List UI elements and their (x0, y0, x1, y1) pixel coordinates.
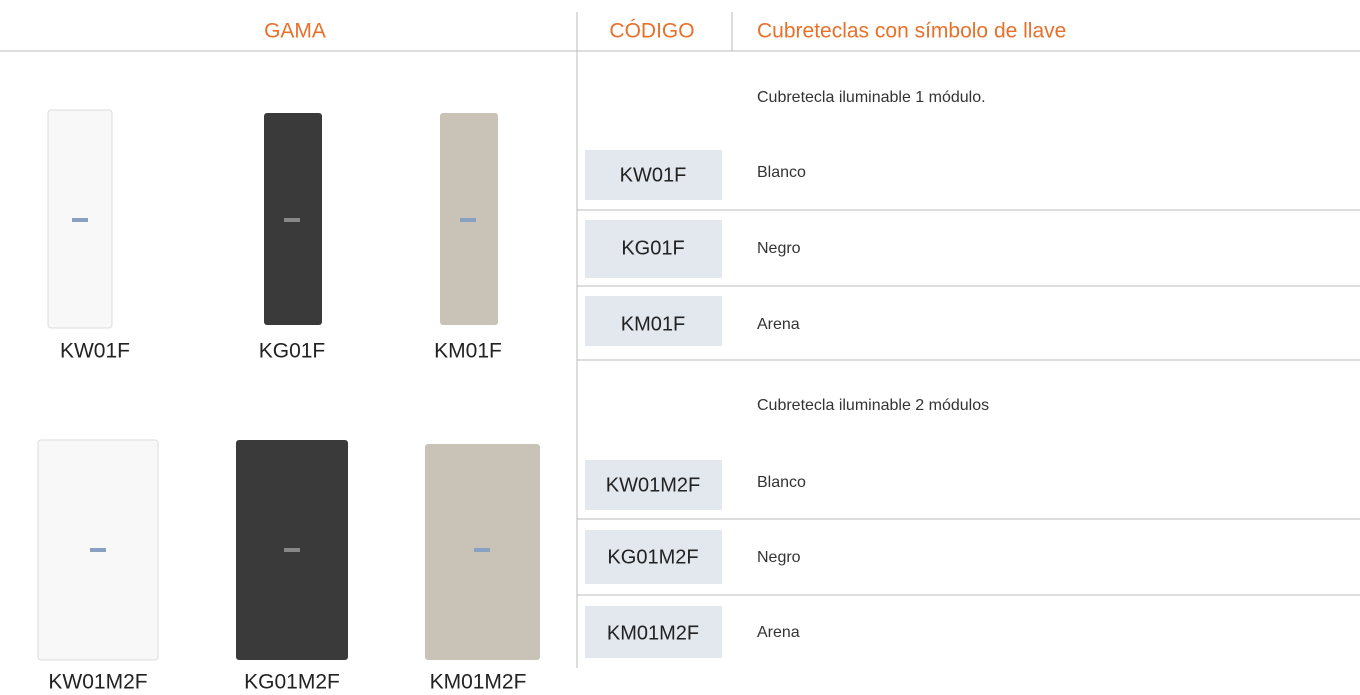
gama-header: GAMA (264, 20, 326, 43)
product-label: KM01M2F (430, 671, 527, 694)
color-name: Negro (757, 240, 801, 257)
color-name: Negro (757, 549, 801, 566)
product-label: KG01F (259, 340, 326, 363)
code: KW01F (620, 164, 687, 186)
code: KW01M2F (606, 474, 700, 496)
color-name: Blanco (757, 164, 806, 181)
code: KG01M2F (607, 546, 698, 568)
group-title: Cubretecla iluminable 2 módulos (757, 397, 989, 414)
code-box (585, 530, 722, 584)
product-label: KW01M2F (48, 671, 147, 694)
code: KM01M2F (607, 622, 699, 644)
product-label: KG01M2F (244, 671, 340, 694)
code-box (585, 460, 722, 510)
product-label: KM01F (434, 340, 502, 363)
color-name: Arena (757, 624, 800, 641)
product-images (37, 109, 540, 661)
code-box (585, 150, 722, 200)
group-title: Cubretecla iluminable 1 módulo. (757, 89, 986, 106)
color-name: Arena (757, 316, 800, 333)
code-box (585, 606, 722, 658)
code-header: CÓDIGO (609, 20, 694, 43)
section-title: Cubreteclas con símbolo de llave (757, 20, 1066, 43)
code: KM01F (621, 313, 685, 335)
code-box (585, 296, 722, 346)
code: KG01F (621, 237, 684, 259)
code-box (585, 220, 722, 278)
product-label: KW01F (60, 340, 130, 363)
color-name: Blanco (757, 474, 806, 491)
